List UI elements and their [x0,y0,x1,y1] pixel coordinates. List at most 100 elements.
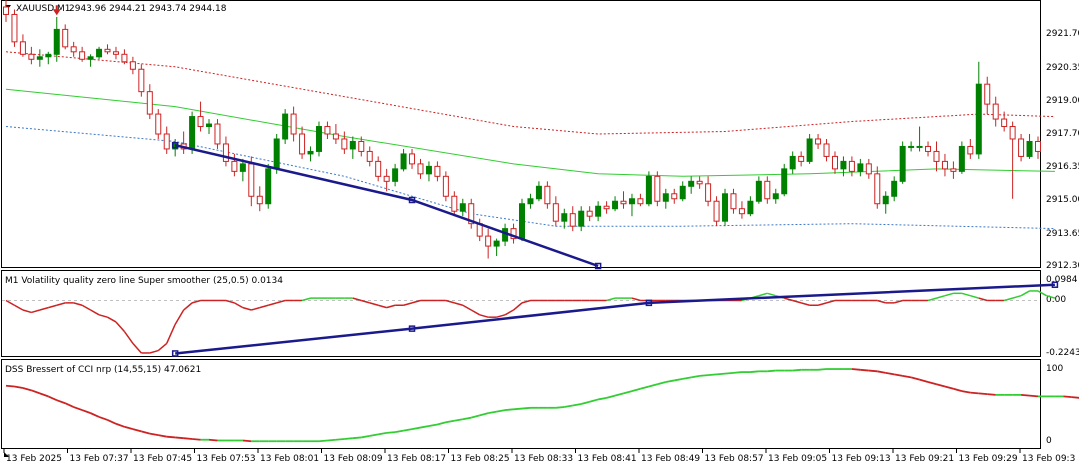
candle-body [967,145,974,155]
volatility-segment [784,297,793,302]
dss-segment [623,390,633,395]
dss-segment [580,400,590,405]
candle-body [1018,138,1025,157]
candle-body [36,56,43,60]
candle-body [730,193,737,210]
candle-body [992,103,999,120]
lower-band-line [5,126,1055,230]
dss-segment [936,383,946,388]
candle-body [1009,126,1016,140]
volatility-segment [268,302,277,306]
candle-body [485,235,492,247]
dss-segment [851,368,861,371]
volatility-segment [39,306,49,311]
dss-segment [496,409,506,413]
volatility-segment [22,309,32,314]
dss-segment [39,392,49,398]
volatility-tick: -0.2243 [1046,348,1079,358]
candle-body [104,48,111,53]
candle-body [307,150,314,155]
volatility-segment [445,299,455,304]
volatility-segment [1046,294,1056,299]
dss-segment [242,439,252,443]
moving-average-line [5,88,1055,177]
candle-body [891,180,898,197]
time-label: 13 Feb 09:05 [768,454,827,464]
dss-segment [56,399,66,405]
time-label: 13 Feb 07:45 [133,454,192,464]
dss-segment [665,379,675,383]
candle-body [865,163,872,175]
candle-body [510,228,517,240]
trend-anchor [171,141,179,149]
ohlc-readout: 2943.96 2944.21 2943.74 2944.18 [69,4,227,14]
dss-segment [1063,395,1072,399]
candle-body [45,53,52,58]
dss-segment [411,426,421,430]
candle-body [713,200,720,222]
dss-segment [5,384,15,388]
dss-segment [403,428,413,432]
candle-body [586,210,593,217]
candle-body [916,145,923,148]
dss-segment [902,374,912,379]
trend-anchor [171,350,179,357]
candle-body [874,173,881,205]
volatility-segment [132,342,142,354]
dss-segment [927,381,937,386]
dss-segment [462,416,472,421]
volatility-segment [936,294,946,299]
dss-tick: 100 [1046,364,1063,374]
volatility-segment [352,297,362,302]
time-label: 13 Feb 08:17 [387,454,446,464]
volatility-segment [411,299,421,304]
volatility-segment [386,304,396,309]
volatility-segment [944,292,954,297]
symbol-label: XAUUSD,M1 [16,4,71,14]
sell-arrow-icon [52,5,61,16]
time-label: 13 Feb 2025 [6,454,62,464]
volatility-segment [31,309,41,314]
candle-body [628,198,635,205]
candle-body [637,198,644,205]
dss-segment [817,368,827,371]
volatility-segment [454,302,463,306]
dss-segment [614,392,624,397]
dss-segment [90,412,100,418]
candle-body [451,195,458,212]
candle-body [755,180,762,202]
candle-body [324,126,331,135]
time-label: 13 Feb 09:29 [959,454,1018,464]
dss-segment [183,437,193,440]
dss-segment [953,387,963,392]
volatility-segment [470,309,481,316]
volatility-pane-frame [1,270,1041,357]
time-axis: 13 Feb 2025 13 Feb 07:37 13 Feb 07:45 13 Fe… [3,449,1075,464]
candle-body [163,133,170,150]
candle-body [679,185,686,200]
dss-segment [699,374,709,377]
candle-body [925,145,932,152]
volatility-segment [73,302,83,306]
candle-body [28,53,35,60]
candle-body [468,203,475,225]
volatility-segment [149,349,159,354]
candle-body [764,180,771,200]
time-label: 13 Feb 08:25 [451,454,510,464]
candle-body [705,183,712,202]
dss-segment [454,418,463,422]
candle-body [662,193,669,202]
dss-segment [369,433,379,437]
dss-segment [555,406,565,409]
candle-body [612,200,619,210]
candle-body [984,83,991,105]
price-trend-line [174,143,599,268]
dss-segment [877,370,886,374]
dss-segment [64,402,75,408]
time-label: 13 Feb 08:57 [705,454,764,464]
candle-body [544,185,551,205]
candle-body [282,113,289,140]
candle-body [138,68,145,93]
dss-segment [141,430,151,435]
candle-body [206,123,213,128]
